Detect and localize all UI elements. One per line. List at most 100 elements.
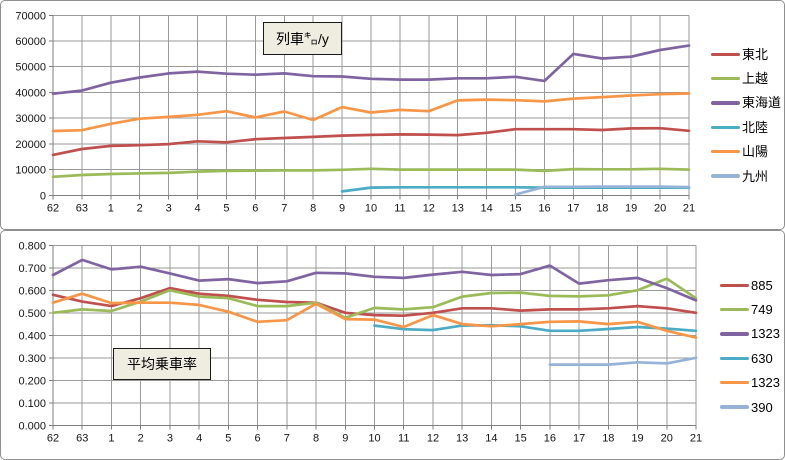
series-line-1323: [51, 258, 698, 302]
x-tick-label: 19: [625, 202, 637, 214]
legend-swatch: [711, 174, 740, 178]
train-km-title-box: 列車㌔/y: [263, 22, 342, 55]
legend-swatch: [711, 150, 740, 154]
legend-swatch: [720, 332, 749, 336]
legend-item: 北陸: [711, 115, 781, 139]
legend-swatch: [720, 283, 749, 287]
occupancy-title: 平均乗車率: [127, 356, 197, 372]
x-tick-label: 4: [194, 202, 200, 214]
legend-swatch: [711, 52, 740, 56]
train-km-chart: 62 63 1 2 3 4 5 6 7 8 9 10 11 12 13 14 15 16 17 18 19 20 21 0 10…: [0, 0, 785, 230]
x-tick-label: 63: [76, 432, 88, 444]
x-tick-label: 18: [602, 432, 614, 444]
x-tick-label: 16: [544, 432, 556, 444]
y-tick-label: 0.400: [18, 330, 46, 342]
x-tick-label: 11: [398, 432, 409, 444]
x-tick-label: 17: [573, 432, 585, 444]
legend-label: 749: [751, 302, 773, 318]
legend-item: 630: [720, 346, 780, 370]
occupancy-plot: 62 63 1 2 3 4 5 6 7 8 9 10 11 12 13 14 15 16 17 18 19 20 210.0…: [18, 240, 702, 444]
series-line-上越: [51, 167, 691, 179]
occupancy-chart: 62 63 1 2 3 4 5 6 7 8 9 10 11 12 13 14 15 16 17 18 19 20 21 0.0…: [0, 230, 785, 460]
x-tick-label: 20: [661, 432, 673, 444]
legend-label: 390: [751, 399, 773, 415]
x-tick-label: 63: [76, 202, 88, 214]
x-tick-label: 17: [567, 202, 579, 214]
legend-item: 山陽: [711, 140, 781, 164]
x-tick-label: 8: [310, 202, 316, 214]
x-tick-label: 7: [281, 202, 287, 214]
x-tick-label: 6: [255, 432, 261, 444]
series-line-1323: [51, 292, 698, 339]
y-tick-label: 30000: [15, 113, 46, 125]
x-tick-label: 1: [108, 432, 114, 444]
x-tick-label: 18: [596, 202, 608, 214]
series-line-749: [51, 277, 698, 320]
y-tick-label: 0.200: [18, 375, 46, 387]
x-tick-label: 7: [284, 432, 290, 444]
x-tick-label: 12: [427, 432, 439, 444]
x-tick-label: 2: [137, 202, 143, 214]
legend-item: 885: [720, 273, 780, 297]
x-tick-label: 14: [481, 202, 493, 214]
legend-swatch: [720, 381, 749, 385]
x-tick-label: 21: [690, 432, 702, 444]
y-tick-label: 10000: [15, 165, 46, 177]
legend-label: 1323: [751, 326, 780, 342]
y-tick-label: 0.500: [18, 308, 46, 320]
y-tick-label: 60000: [15, 36, 46, 48]
train-km-plot: 62 63 1 2 3 4 5 6 7 8 9 10 11 12 13 14 15 16 17 18 19 20 21010…: [15, 10, 695, 214]
legend-swatch: [720, 356, 749, 361]
legend-item: 東北: [711, 42, 781, 66]
y-tick-label: 70000: [15, 10, 46, 22]
x-tick-label: 5: [225, 432, 231, 444]
x-tick-label: 5: [223, 202, 229, 214]
train-km-title: 列車㌔/y: [276, 30, 329, 47]
legend-label: 東北: [742, 46, 769, 62]
y-tick-label: 0.100: [18, 398, 46, 410]
x-tick-label: 14: [485, 432, 497, 444]
x-tick-label: 6: [252, 202, 258, 214]
series-line-山陽: [51, 92, 691, 133]
legend-item: 九州: [711, 164, 781, 188]
legend-swatch: [711, 76, 740, 81]
train-km-legend: 東北上越東海道北陸山陽九州: [711, 42, 781, 188]
legend-item: 390: [720, 395, 780, 419]
y-tick-label: 0: [40, 190, 46, 202]
x-tick-label: 15: [509, 202, 521, 214]
x-tick-label: 11: [394, 202, 405, 214]
x-tick-label: 1: [108, 202, 114, 214]
legend-item: 749: [720, 297, 780, 321]
legend-label: 上越: [742, 71, 769, 87]
legend-swatch: [720, 307, 749, 312]
legend-label: 九州: [742, 168, 769, 184]
series-line-九州: [514, 185, 691, 196]
legend-item: 東海道: [711, 91, 781, 115]
x-tick-label: 19: [631, 432, 643, 444]
x-tick-label: 16: [538, 202, 550, 214]
y-tick-label: 0.800: [18, 240, 46, 252]
x-tick-label: 20: [654, 202, 666, 214]
x-tick-label: 15: [515, 432, 527, 444]
legend-label: 山陽: [742, 144, 769, 160]
series-line-885: [51, 286, 698, 318]
x-tick-label: 3: [167, 432, 173, 444]
legend-item: 1323: [720, 322, 780, 346]
legend-swatch: [711, 101, 740, 105]
series-line-630: [373, 323, 698, 333]
x-tick-label: 12: [423, 202, 435, 214]
y-tick-label: 0.700: [18, 263, 46, 275]
y-tick-label: 20000: [15, 139, 46, 151]
x-tick-label: 9: [339, 202, 345, 214]
legend-label: 885: [751, 277, 773, 293]
legend-label: 1323: [751, 375, 780, 391]
y-tick-label: 0.300: [18, 353, 46, 365]
x-tick-label: 13: [456, 432, 468, 444]
occupancy-legend: 885 749 1323 630 1323 390: [720, 273, 780, 419]
x-tick-label: 3: [166, 202, 172, 214]
y-tick-label: 0.000: [18, 420, 46, 432]
legend-label: 東海道: [742, 95, 782, 111]
x-tick-label: 10: [368, 432, 380, 444]
x-tick-label: 13: [452, 202, 464, 214]
